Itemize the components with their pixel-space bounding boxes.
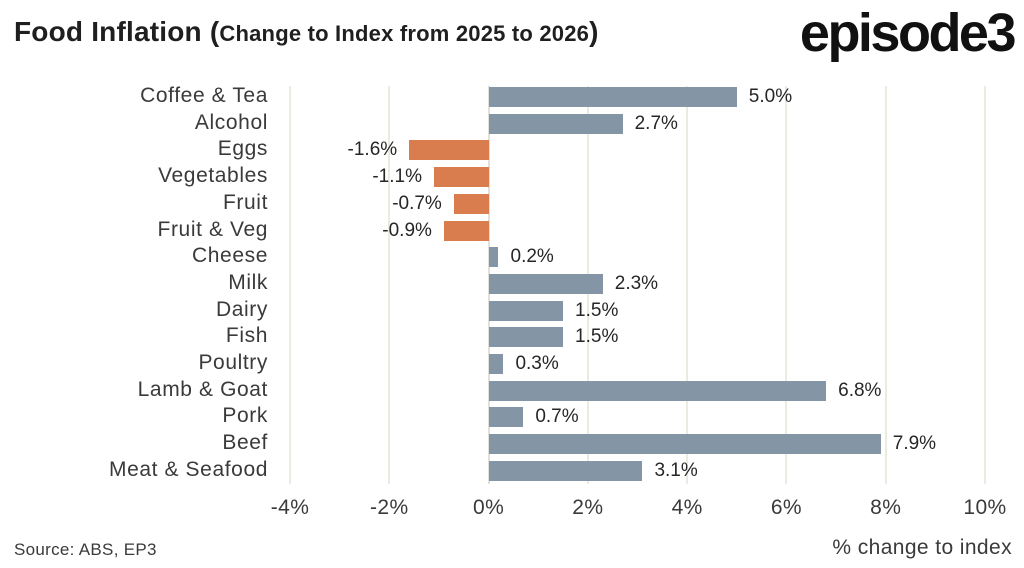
- bar: [409, 140, 489, 161]
- bar: [488, 247, 499, 268]
- bar: [488, 327, 564, 348]
- x-tick-label: 2%: [572, 496, 604, 519]
- category-label: Pork: [222, 404, 268, 428]
- value-label: 7.9%: [892, 433, 937, 455]
- bar: [488, 354, 504, 374]
- category-label: Beef: [222, 431, 268, 455]
- value-label: 1.5%: [575, 299, 619, 321]
- source-note: Source: ABS, EP3: [14, 540, 157, 559]
- x-tick-label: -4%: [270, 496, 310, 519]
- category-label: Dairy: [215, 297, 268, 321]
- category-label: Fruit & Veg: [157, 217, 268, 241]
- value-label: 5.0%: [748, 86, 793, 107]
- x-axis-title: % change to index: [832, 536, 1012, 559]
- bar: [453, 193, 489, 214]
- value-label: -1.6%: [347, 139, 398, 161]
- gridline: [785, 86, 788, 484]
- page-title: Food Inflation (Change to Index from 202…: [14, 12, 599, 49]
- value-label: 3.1%: [654, 459, 698, 481]
- bar: [488, 87, 737, 107]
- gridline: [884, 86, 887, 484]
- category-label: Cheese: [192, 244, 268, 268]
- x-tick-label: 0%: [472, 496, 505, 519]
- x-tick-label: 8%: [870, 496, 902, 519]
- bar: [488, 407, 524, 428]
- value-label: 6.8%: [838, 379, 882, 401]
- category-label: Lamb & Goat: [137, 377, 268, 401]
- category-label: Fish: [225, 324, 268, 348]
- category-label: Alcohol: [194, 110, 268, 134]
- page-title-main: Food Inflation: [14, 16, 202, 47]
- value-label: -1.1%: [372, 166, 422, 188]
- category-label: Meat & Seafood: [109, 457, 268, 481]
- bar: [488, 113, 623, 134]
- category-label: Eggs: [217, 137, 268, 161]
- gridline: [388, 86, 391, 484]
- value-label: 0.3%: [515, 353, 559, 374]
- bar: [443, 220, 489, 241]
- category-label: Poultry: [198, 351, 268, 374]
- page-title-paren-open-glyph: (: [209, 16, 220, 47]
- x-tick-label: 10%: [963, 496, 1007, 519]
- value-label: 2.3%: [614, 272, 659, 294]
- gridline: [289, 86, 291, 484]
- episode3-logo: episode3: [799, 3, 1017, 63]
- bar: [488, 273, 603, 294]
- category-label: Milk: [228, 270, 268, 294]
- x-tick-label: -2%: [370, 496, 409, 519]
- bar: [488, 300, 564, 321]
- value-label: 0.2%: [510, 246, 554, 268]
- value-label: 2.7%: [634, 112, 678, 134]
- value-label: -0.9%: [382, 219, 432, 241]
- page-title-subtitle: Change to Index from 2025 to 2026: [219, 21, 590, 46]
- value-label: 1.5%: [575, 326, 619, 348]
- bar: [488, 460, 643, 481]
- value-label: 0.7%: [535, 406, 579, 428]
- page-title-paren-close: ): [589, 16, 599, 47]
- bar: [488, 434, 881, 455]
- x-tick-label: 6%: [770, 496, 802, 519]
- value-label: -0.7%: [392, 192, 442, 214]
- bar: [488, 380, 827, 401]
- x-tick-label: 4%: [671, 496, 703, 519]
- gridline: [686, 86, 689, 484]
- bar: [433, 167, 489, 188]
- category-label: Vegetables: [158, 164, 268, 188]
- gridline: [984, 86, 986, 484]
- category-label: Coffee & Tea: [140, 84, 268, 107]
- category-label: Fruit: [223, 190, 268, 214]
